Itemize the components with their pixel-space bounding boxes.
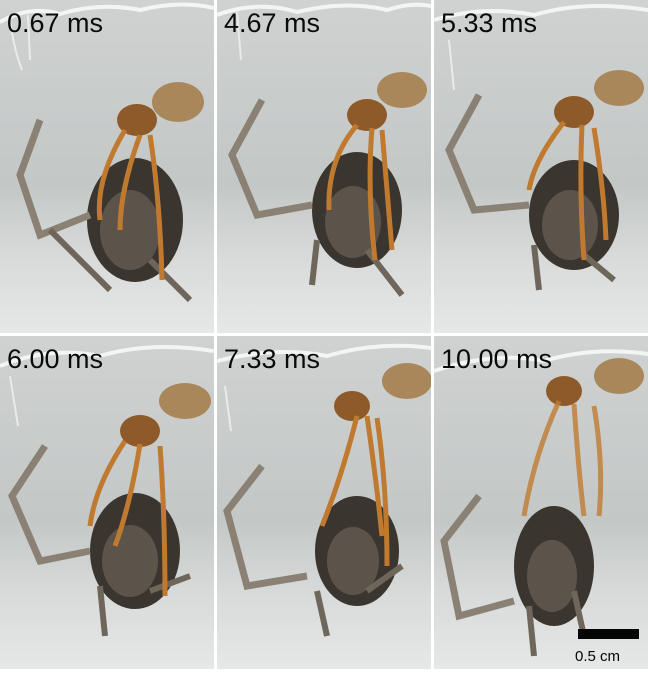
spider-photo-2 (217, 2, 431, 297)
frame-timestamp-1: 0.67 ms (7, 8, 104, 38)
frame-timestamp-3: 5.33 ms (441, 8, 538, 38)
spider-photo-3 (434, 4, 648, 291)
frame-panel-5: 7.33 ms (217, 336, 431, 669)
frame-timestamp-4: 6.00 ms (7, 344, 104, 374)
frame-timestamp-5: 7.33 ms (224, 344, 321, 374)
frame-panel-6: 10.00 ms (434, 336, 648, 669)
frame-timestamp-2: 4.67 ms (224, 8, 321, 38)
spider-photo-5 (217, 343, 431, 637)
spider-photo-6 (434, 349, 648, 657)
frame-timestamp-6: 10.00 ms (441, 344, 553, 374)
scale-bar-label: 0.5 cm (575, 648, 621, 665)
frame-panel-4: 6.00 ms (0, 336, 214, 669)
spider-photo-4 (0, 345, 214, 637)
frame-panel-2: 4.67 ms (217, 0, 431, 333)
frame-panel-3: 5.33 ms (434, 0, 648, 333)
frame-panel-1: 0.67 ms (0, 0, 214, 333)
spider-photo-1 (0, 2, 214, 303)
scale-bar (578, 629, 639, 639)
